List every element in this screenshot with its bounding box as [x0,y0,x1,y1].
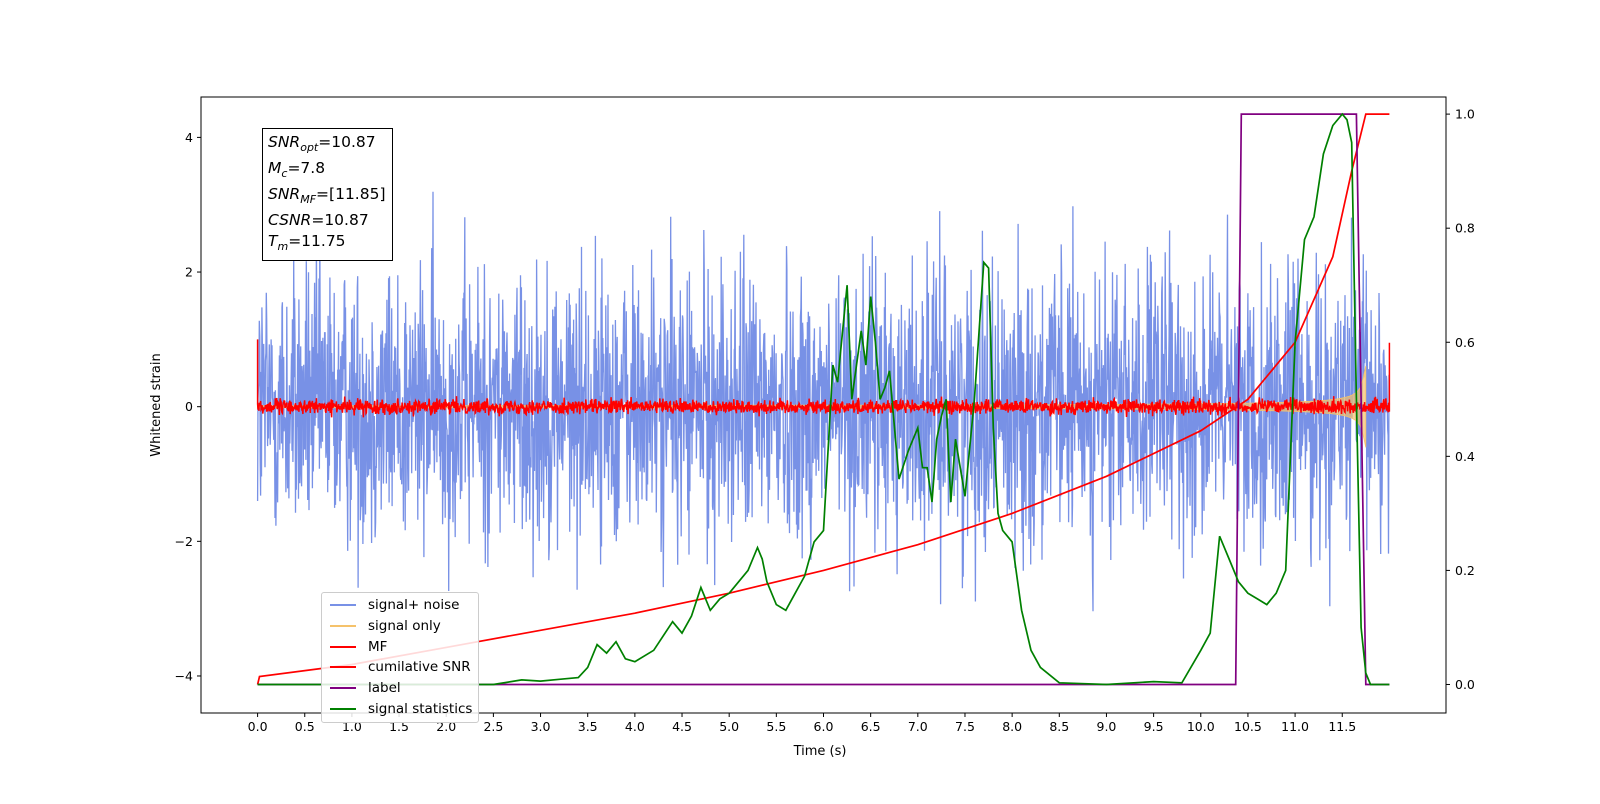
legend: signal+ noise signal only MF cumilative … [321,592,479,724]
annotation-snr-opt: SNRopt=10.87 [268,133,376,155]
legend-item: signal statistics [322,698,478,719]
legend-label: MF [368,638,388,655]
x-tick-label: 5.0 [719,719,739,734]
legend-label: signal statistics [368,700,473,717]
annotation-tm: Tm=11.75 [268,232,346,254]
y2-tick-label: 1.0 [1455,107,1475,122]
y-axis-label: Whitened strain [149,353,164,456]
legend-swatch [330,707,356,710]
x-tick-label: 6.5 [861,719,881,734]
x-axis-label: Time (s) [793,744,847,759]
legend-label: label [368,680,401,697]
x-tick-label: 10.0 [1187,719,1215,734]
legend-label: signal+ noise [368,597,460,614]
annotation-snr-mf: SNRMF=[11.85] [268,185,386,207]
x-tick-label: 9.5 [1144,719,1164,734]
x-tick-label: 11.5 [1328,719,1356,734]
x-tick-label: 8.5 [1049,719,1069,734]
legend-swatch [330,604,356,607]
x-tick-label: 3.5 [578,719,598,734]
legend-item: label [322,678,478,699]
annotation-mc: Mc=7.8 [268,159,326,181]
annotation-csnr: CSNR=10.87 [268,211,369,230]
x-tick-label: 10.5 [1234,719,1262,734]
legend-label: cumilative SNR [368,659,471,676]
x-tick-label: 3.0 [531,719,551,734]
series-signal-statistics [257,112,1390,686]
legend-item: signal+ noise [322,595,478,616]
y2-tick-label: 0.4 [1455,449,1475,464]
y-tick-label: 4 [185,130,193,145]
legend-swatch [330,666,356,669]
x-tick-label: 0.5 [295,719,315,734]
y2-tick-label: 0.6 [1455,335,1475,350]
x-tick-label: 7.5 [955,719,975,734]
x-tick-label: 4.5 [672,719,692,734]
legend-item: cumilative SNR [322,657,478,678]
x-tick-label: 7.0 [908,719,928,734]
y-tick-label: 0 [185,399,193,414]
series-mf [256,339,1391,418]
x-tick-label: 11.0 [1281,719,1309,734]
annotation-box: SNRopt=10.87 Mc=7.8 SNRMF=[11.85] CSNR=1… [262,128,393,262]
y-tick-label: 2 [185,265,193,280]
legend-swatch [330,625,356,628]
legend-item: MF [322,636,478,657]
legend-swatch [330,645,356,648]
y2-tick-label: 0.8 [1455,221,1475,236]
series-signal-noise [256,191,1391,612]
legend-item: signal only [322,616,478,637]
y-tick-label: −2 [175,534,193,549]
x-tick-label: 8.0 [1002,719,1022,734]
x-tick-label: 5.5 [766,719,786,734]
x-tick-label: 9.0 [1097,719,1117,734]
y2-tick-label: 0.0 [1455,677,1475,692]
x-tick-label: 6.0 [814,719,834,734]
y2-tick-label: 0.2 [1455,563,1475,578]
x-tick-label: 2.5 [483,719,503,734]
legend-swatch [330,687,356,690]
x-tick-label: 0.0 [248,719,268,734]
y-tick-label: −4 [175,668,193,683]
x-tick-label: 4.0 [625,719,645,734]
legend-label: signal only [368,618,441,635]
